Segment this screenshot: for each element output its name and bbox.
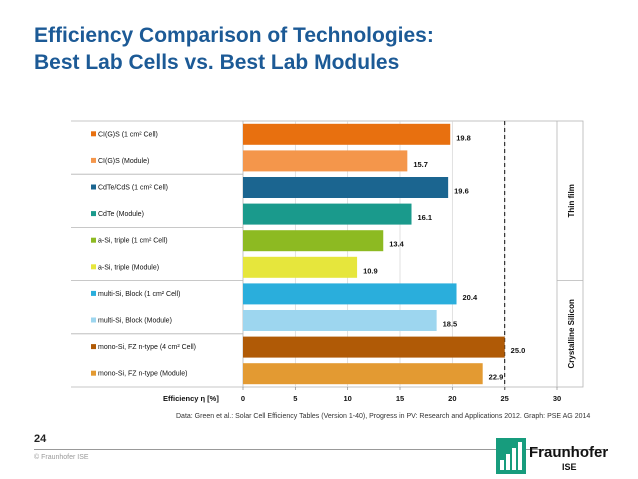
bar-0 bbox=[243, 123, 451, 145]
category-label-1: CI(G)S (Module) bbox=[98, 158, 149, 165]
category-label-0: CI(G)S (1 cm² Cell) bbox=[98, 131, 158, 138]
category-label-9: mono-Si, FZ n-type (Module) bbox=[98, 371, 187, 378]
value-label-1: 15.7 bbox=[413, 160, 428, 169]
category-label-3: CdTe (Module) bbox=[98, 211, 144, 218]
value-label-9: 22.9 bbox=[489, 373, 504, 382]
value-label-7: 18.5 bbox=[443, 320, 458, 329]
category-label-2: CdTe/CdS (1 cm² Cell) bbox=[98, 185, 168, 192]
title-line-1: Efficiency Comparison of Technologies: bbox=[34, 24, 434, 47]
category-label-8: mono-Si, FZ n-type (4 cm² Cell) bbox=[98, 344, 196, 351]
bar-9 bbox=[243, 363, 483, 385]
bar-2 bbox=[243, 177, 449, 198]
value-label-8: 25.0 bbox=[511, 346, 526, 355]
logo-subtitle: ISE bbox=[562, 462, 577, 472]
fraunhofer-logo-icon bbox=[496, 438, 526, 474]
bar-7 bbox=[243, 310, 437, 331]
value-label-4: 13.4 bbox=[389, 240, 404, 249]
fraunhofer-logo: Fraunhofer ISE bbox=[496, 438, 609, 474]
category-label-7: multi-Si, Block (Module) bbox=[98, 318, 172, 325]
tick-label-0: 0 bbox=[241, 394, 245, 403]
group-label-1: Crystalline Silicon bbox=[567, 299, 576, 368]
page-number: 24 bbox=[34, 433, 47, 445]
tick-label-3: 15 bbox=[396, 394, 404, 403]
legend-marker-5 bbox=[91, 264, 96, 270]
legend-marker-1 bbox=[91, 157, 96, 163]
tick-label-5: 25 bbox=[500, 394, 508, 403]
group-label-0: Thin film bbox=[567, 184, 576, 217]
category-label-6: multi-Si, Block (1 cm² Cell) bbox=[98, 291, 180, 298]
legend-marker-3 bbox=[91, 211, 96, 217]
value-label-5: 10.9 bbox=[363, 266, 378, 275]
tick-label-2: 10 bbox=[343, 394, 351, 403]
bar-4 bbox=[243, 230, 384, 252]
legend-marker-4 bbox=[91, 237, 96, 243]
data-source-note: Data: Green et al.: Solar Cell Efficienc… bbox=[176, 413, 591, 420]
legend-marker-6 bbox=[91, 290, 96, 296]
value-label-2: 19.6 bbox=[454, 187, 469, 196]
tick-label-4: 20 bbox=[448, 394, 456, 403]
footer-divider bbox=[34, 449, 604, 450]
legend-marker-2 bbox=[91, 184, 96, 190]
legend-marker-7 bbox=[91, 317, 96, 323]
bar-5 bbox=[243, 256, 358, 278]
plot-frame bbox=[242, 120, 584, 388]
title-line-2: Best Lab Cells vs. Best Lab Modules bbox=[34, 51, 400, 74]
value-label-3: 16.1 bbox=[418, 213, 433, 222]
bar-1 bbox=[243, 150, 408, 172]
legend-marker-8 bbox=[91, 344, 96, 350]
category-label-5: a-Si, triple (Module) bbox=[98, 264, 159, 271]
x-axis-label: Efficiency η [%] bbox=[163, 394, 219, 403]
copyright-text: © Fraunhofer ISE bbox=[34, 454, 89, 461]
value-label-0: 19.8 bbox=[456, 133, 471, 142]
bar-6 bbox=[243, 283, 457, 305]
category-label-4: a-Si, triple (1 cm² Cell) bbox=[98, 238, 168, 245]
tick-label-1: 5 bbox=[293, 394, 297, 403]
logo-wordmark: Fraunhofer bbox=[529, 444, 609, 461]
legend-marker-0 bbox=[91, 131, 96, 137]
page-title: Efficiency Comparison of Technologies: B… bbox=[34, 22, 434, 76]
bar-8 bbox=[243, 336, 505, 358]
bar-3 bbox=[243, 203, 412, 225]
value-label-6: 20.4 bbox=[463, 293, 478, 302]
legend-marker-9 bbox=[91, 370, 96, 376]
tick-label-6: 30 bbox=[553, 394, 561, 403]
